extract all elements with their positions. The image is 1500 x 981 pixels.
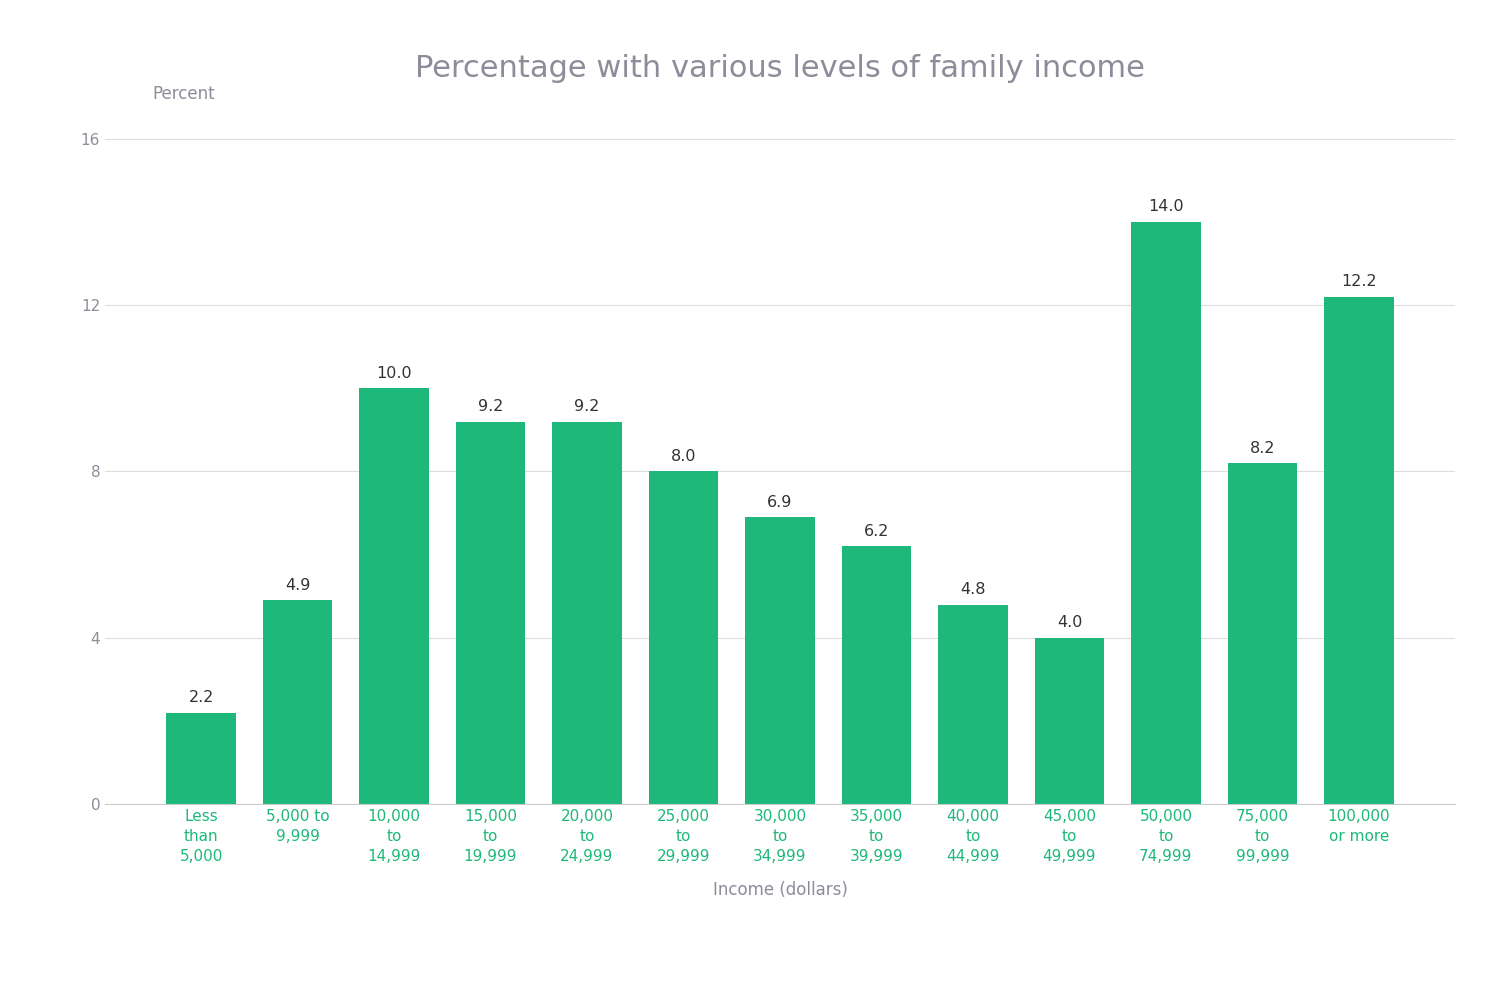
Text: Percent: Percent bbox=[153, 85, 216, 103]
Text: 6.9: 6.9 bbox=[768, 494, 792, 510]
Text: Percentage with various levels of family income: Percentage with various levels of family… bbox=[416, 54, 1144, 83]
Text: 2.2: 2.2 bbox=[189, 691, 214, 705]
Bar bbox=[746, 517, 814, 804]
Bar bbox=[456, 422, 525, 804]
Text: 4.0: 4.0 bbox=[1058, 615, 1082, 631]
Bar bbox=[262, 600, 333, 804]
Bar bbox=[1035, 638, 1104, 804]
Bar bbox=[938, 604, 1008, 804]
Bar bbox=[1324, 296, 1394, 804]
Text: 10.0: 10.0 bbox=[376, 366, 412, 381]
Text: 9.2: 9.2 bbox=[478, 399, 502, 414]
Text: 4.8: 4.8 bbox=[960, 582, 986, 597]
Bar bbox=[166, 713, 236, 804]
Bar bbox=[1227, 463, 1298, 804]
Bar bbox=[552, 422, 622, 804]
Bar bbox=[1131, 222, 1200, 804]
Bar bbox=[650, 472, 718, 804]
Text: 8.2: 8.2 bbox=[1250, 440, 1275, 455]
Text: 9.2: 9.2 bbox=[574, 399, 600, 414]
Text: 8.0: 8.0 bbox=[670, 449, 696, 464]
Bar bbox=[360, 388, 429, 804]
X-axis label: Income (dollars): Income (dollars) bbox=[712, 881, 848, 899]
Bar bbox=[842, 546, 910, 804]
Text: 12.2: 12.2 bbox=[1341, 274, 1377, 289]
Text: 14.0: 14.0 bbox=[1148, 199, 1184, 214]
Text: 4.9: 4.9 bbox=[285, 578, 310, 593]
Text: 6.2: 6.2 bbox=[864, 524, 889, 539]
